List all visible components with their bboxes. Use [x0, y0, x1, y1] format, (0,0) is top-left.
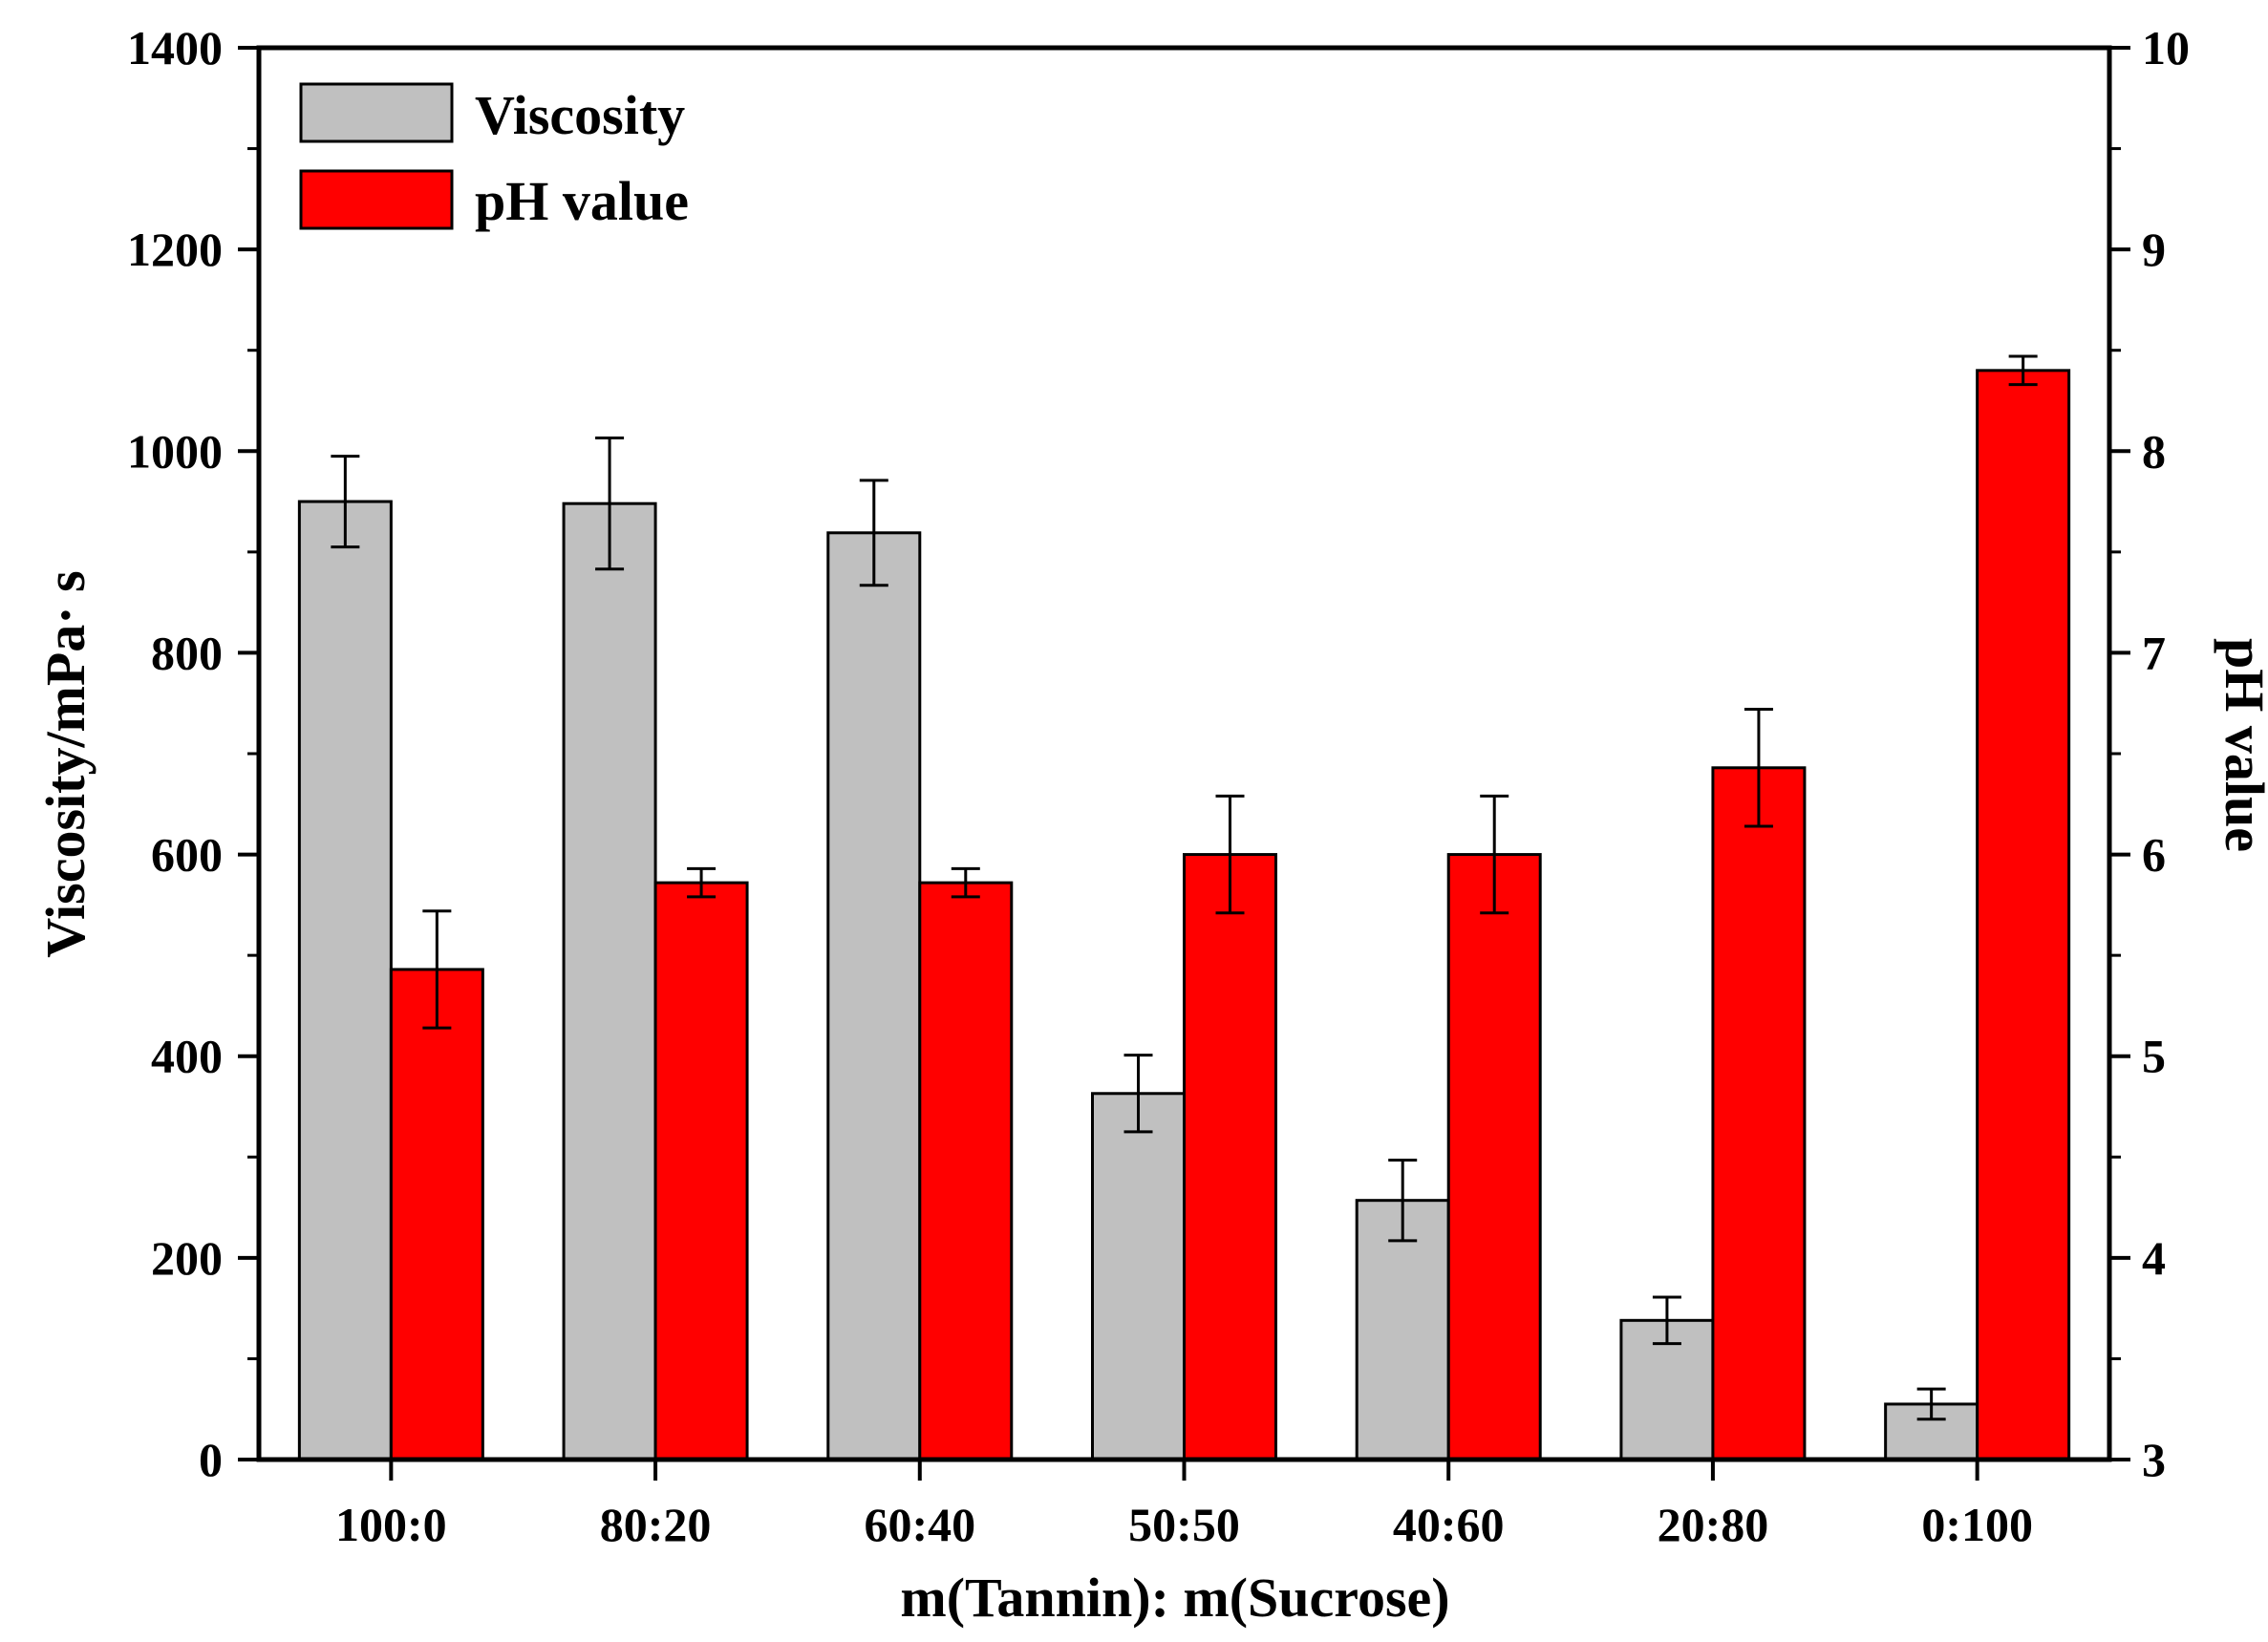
legend-swatch-viscosity: [299, 82, 454, 143]
error-bars-layer: [331, 354, 2038, 1421]
bar-ph-value-5: [1711, 766, 1807, 1461]
bar-ph-value-4: [1446, 853, 1542, 1461]
y2-tick-label-4: 7: [2142, 626, 2166, 679]
error-bar-viscosity-4: [1388, 1158, 1418, 1243]
x-tick-label-4: 40:60: [1393, 1498, 1505, 1551]
y-tick-label-5: 1000: [127, 424, 223, 478]
error-bar-ph-value-4: [1480, 794, 1509, 915]
y2-tick-label-1: 4: [2142, 1231, 2166, 1285]
x-tick-label-5: 20:80: [1658, 1498, 1769, 1551]
error-bar-viscosity-5: [1652, 1295, 1681, 1346]
bar-ph-value-6: [1976, 369, 2071, 1461]
error-bar-viscosity-1: [595, 437, 625, 571]
y-tick-label-2: 400: [151, 1030, 223, 1083]
error-bar-viscosity-6: [1916, 1387, 1946, 1421]
x-tick-label-2: 60:40: [864, 1498, 975, 1551]
error-bar-ph-value-0: [422, 909, 452, 1030]
error-bar-ph-value-3: [1215, 794, 1245, 915]
x-tick-label-1: 80:20: [600, 1498, 712, 1551]
y-tick-labels: 0 200 400 600 800 1000 1200 1400: [127, 21, 223, 1486]
legend: Viscosity pH value: [299, 82, 689, 232]
y2-tick-label-6: 9: [2142, 223, 2166, 276]
y-tick-label-7: 1400: [127, 21, 223, 75]
x-axis-title: m(Tannin): m(Sucrose): [900, 1567, 1449, 1629]
bar-ph-value-3: [1183, 853, 1277, 1461]
bar-viscosity-0: [297, 500, 393, 1461]
error-bar-viscosity-0: [331, 455, 360, 549]
y-tick-label-0: 0: [199, 1433, 223, 1486]
y-tick-label-1: 200: [151, 1231, 223, 1285]
y2-axis-title: pH value: [2214, 638, 2268, 852]
error-bar-ph-value-2: [951, 866, 980, 899]
legend-swatch-ph: [299, 169, 454, 230]
error-bar-ph-value-6: [2008, 354, 2038, 387]
y2-tick-label-3: 6: [2142, 828, 2166, 882]
y-axis-title: Viscosity/mPa· s: [34, 570, 96, 957]
y2-tick-label-0: 3: [2142, 1433, 2166, 1486]
bar-viscosity-2: [826, 531, 922, 1461]
y-tick-label-4: 800: [151, 626, 223, 679]
x-tick-label-6: 0:100: [1921, 1498, 2033, 1551]
legend-label-viscosity: Viscosity: [475, 84, 685, 146]
x-tick-label-0: 100:0: [335, 1498, 447, 1551]
y2-tick-labels: 3 4 5 6 7 8 9 10: [2142, 21, 2190, 1486]
bar-ph-value-1: [653, 881, 749, 1461]
bar-viscosity-3: [1091, 1092, 1186, 1461]
x-tick-labels: 100:0 80:20 60:40 50:50 40:60 20:80 0:100: [335, 1498, 2033, 1551]
x-tick-label-3: 50:50: [1128, 1498, 1240, 1551]
y-tick-label-3: 600: [151, 828, 223, 882]
y2-tick-label-7: 10: [2142, 21, 2190, 75]
y-tick-label-6: 1200: [127, 223, 223, 276]
bar-ph-value-0: [389, 968, 484, 1461]
y2-tick-label-2: 5: [2142, 1030, 2166, 1083]
error-bar-viscosity-3: [1123, 1054, 1153, 1134]
error-bar-ph-value-1: [687, 866, 717, 899]
bar-ph-value-2: [918, 881, 1014, 1461]
error-bar-viscosity-2: [859, 479, 888, 587]
bar-viscosity-1: [562, 501, 657, 1461]
bar-viscosity-4: [1355, 1199, 1450, 1461]
legend-label-ph: pH value: [475, 170, 689, 232]
ticks-layer: [238, 46, 2130, 1481]
y2-tick-label-5: 8: [2142, 424, 2166, 478]
error-bar-ph-value-5: [1744, 708, 1773, 828]
bars-layer: [297, 369, 2071, 1461]
